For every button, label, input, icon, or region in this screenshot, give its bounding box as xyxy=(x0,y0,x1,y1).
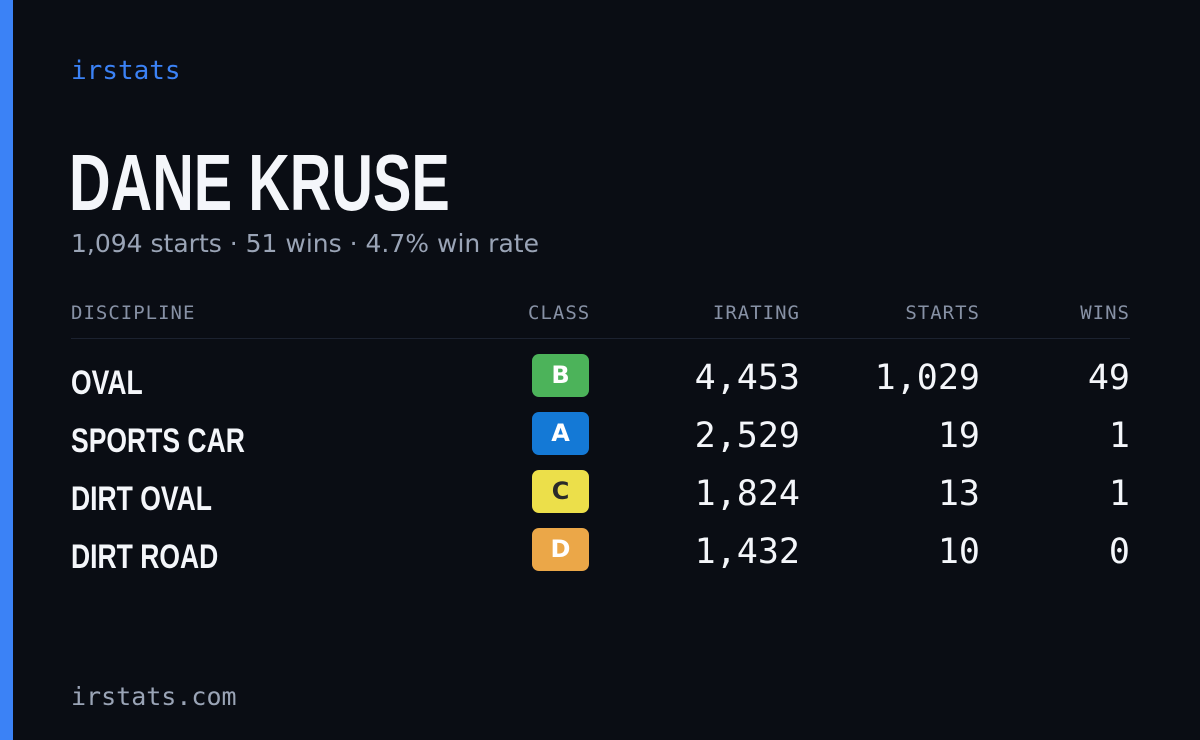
summary-wins: 51 wins xyxy=(245,229,342,258)
discipline-name: OVAL xyxy=(71,364,143,402)
table-row: DIRT ROAD D 1,432 10 0 xyxy=(71,528,1130,586)
wins-value: 49 xyxy=(1087,358,1130,398)
table-row: DIRT OVAL C 1,824 13 1 xyxy=(71,470,1130,528)
wins-value: 1 xyxy=(1108,474,1130,514)
starts-value: 10 xyxy=(937,532,980,572)
table-row: SPORTS CAR A 2,529 19 1 xyxy=(71,412,1130,470)
brand-logo: irstats xyxy=(71,56,181,86)
discipline-name: DIRT OVAL xyxy=(71,480,212,518)
driver-name: DANE KRUSE xyxy=(69,138,450,227)
header-wins: WINS xyxy=(1080,302,1130,324)
irating-value: 4,453 xyxy=(694,358,800,398)
irating-value: 1,824 xyxy=(694,474,800,514)
wins-value: 0 xyxy=(1108,532,1130,572)
class-badge: A xyxy=(532,412,589,455)
table-header: DISCIPLINE CLASS IRATING STARTS WINS xyxy=(71,300,1130,339)
class-badge: D xyxy=(532,528,589,571)
accent-bar xyxy=(0,0,13,740)
header-starts: STARTS xyxy=(905,302,980,324)
summary-win-rate: 4.7% win rate xyxy=(365,229,539,258)
class-badge: C xyxy=(532,470,589,513)
header-class: CLASS xyxy=(528,302,591,324)
summary-starts: 1,094 starts xyxy=(71,229,222,258)
discipline-name: SPORTS CAR xyxy=(71,422,245,460)
wins-value: 1 xyxy=(1108,416,1130,456)
header-irating: IRATING xyxy=(712,302,800,324)
irating-value: 2,529 xyxy=(694,416,800,456)
starts-value: 19 xyxy=(937,416,980,456)
class-badge: B xyxy=(532,354,589,397)
summary-separator: · xyxy=(349,229,358,258)
discipline-name: DIRT ROAD xyxy=(71,538,219,576)
table-row: OVAL B 4,453 1,029 49 xyxy=(71,354,1130,412)
summary-separator: · xyxy=(229,229,238,258)
starts-value: 1,029 xyxy=(874,358,980,398)
driver-summary: 1,094 starts · 51 wins · 4.7% win rate xyxy=(71,229,539,258)
header-discipline: DISCIPLINE xyxy=(71,302,196,324)
irating-value: 1,432 xyxy=(694,532,800,572)
site-url: irstats.com xyxy=(71,682,237,711)
starts-value: 13 xyxy=(937,474,980,514)
